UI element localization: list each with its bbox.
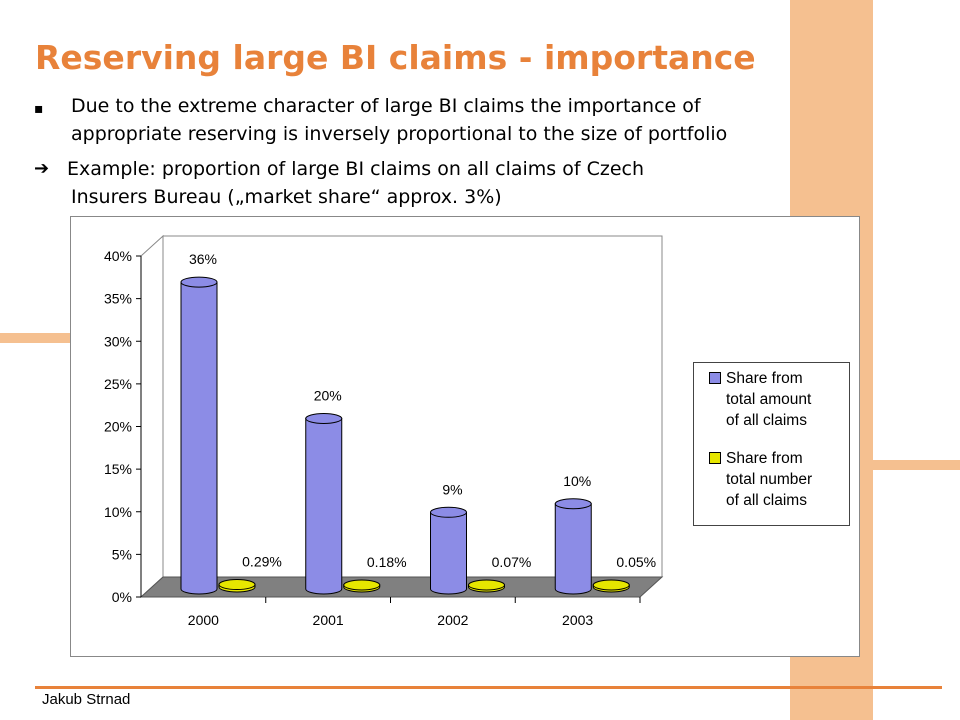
legend-amount-line-3: of all claims — [726, 412, 807, 429]
y-tick-label: 30% — [104, 333, 132, 349]
data-label-amount: 10% — [563, 473, 591, 489]
legend-amount-line-2: total amount — [726, 391, 812, 408]
bullet-2-line-2: Insurers Bureau („market share“ approx. … — [71, 186, 502, 208]
legend-swatch-amount — [709, 372, 721, 384]
y-tick-label: 10% — [104, 504, 132, 520]
bullet-1-line-1: Due to the extreme character of large BI… — [71, 95, 701, 117]
bar-amount-top — [305, 413, 343, 424]
legend-swatch-number — [709, 452, 721, 464]
chart-side-wall — [140, 234, 164, 599]
y-tick-label: 35% — [104, 291, 132, 307]
bar-amount — [305, 418, 343, 595]
legend-number-line-2: total number — [726, 471, 813, 488]
bullet-1-text: Due to the extreme character of large BI… — [71, 92, 727, 148]
legend-amount-line-1: Share from — [726, 370, 803, 387]
x-tick-label: 2000 — [188, 612, 219, 628]
x-tick-label: 2002 — [437, 612, 468, 628]
legend-number-line-1: Share from — [726, 450, 803, 467]
y-tick-label: 5% — [112, 546, 132, 562]
bar-amount-top — [180, 276, 218, 288]
bullet-2-text: Example: proportion of large BI claims o… — [67, 155, 644, 211]
bar-amount — [430, 511, 467, 595]
y-tick-label: 15% — [104, 461, 132, 477]
data-label-amount: 20% — [314, 388, 342, 404]
bar-number-top — [218, 579, 256, 591]
y-tick-label: 0% — [112, 589, 132, 605]
bar-number-top — [468, 579, 505, 591]
square-bullet-icon: ▪ — [34, 101, 44, 117]
bar-amount-top — [554, 498, 592, 510]
decor-right-bar — [858, 460, 960, 470]
x-tick-label: 2003 — [562, 612, 593, 628]
data-label-amount: 9% — [442, 481, 462, 497]
legend-number-line-3: of all claims — [726, 492, 807, 509]
arrow-right-icon: ➔ — [34, 158, 50, 179]
slide-title: Reserving large BI claims - importance — [35, 38, 756, 77]
bar-number-top — [592, 579, 630, 591]
y-tick-label: 40% — [104, 248, 132, 264]
bullet-2-line-1: Example: proportion of large BI claims o… — [67, 158, 645, 180]
data-label-number: 0.07% — [492, 554, 532, 570]
bar-number-top — [343, 579, 381, 591]
data-label-number: 0.05% — [616, 554, 656, 570]
bar-amount — [180, 281, 218, 595]
data-label-amount: 36% — [189, 251, 217, 267]
chart-floor — [139, 576, 664, 598]
data-label-number: 0.29% — [242, 554, 282, 570]
y-tick-label: 20% — [104, 419, 132, 435]
chart-legend: Share from total amount of all claims Sh… — [693, 362, 850, 526]
bar-amount — [554, 503, 592, 595]
bullet-1-line-2: appropriate reserving is inversely propo… — [71, 123, 728, 145]
footer-divider — [35, 686, 942, 689]
bar-amount-top — [430, 506, 467, 518]
y-tick-label: 25% — [104, 376, 132, 392]
x-tick-label: 2001 — [313, 612, 344, 628]
data-label-number: 0.18% — [367, 554, 407, 570]
author-name: Jakub Strnad — [42, 691, 131, 708]
decor-left-bar — [0, 333, 72, 343]
